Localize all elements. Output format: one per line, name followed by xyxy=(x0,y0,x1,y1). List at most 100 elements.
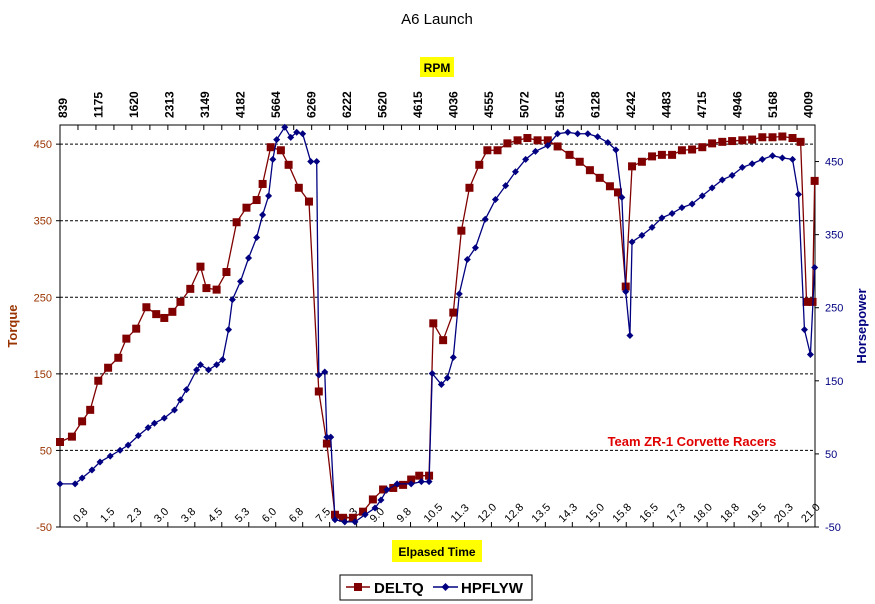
hpflyw-point xyxy=(688,200,696,208)
hpflyw-point xyxy=(481,215,489,223)
x-tick-label: 6.8 xyxy=(287,506,306,525)
x-tick-label: 15.8 xyxy=(610,501,634,525)
x2-tick-label: 4009 xyxy=(802,91,816,118)
hpflyw-point xyxy=(106,452,114,460)
x-tick-label: 4.5 xyxy=(206,506,225,525)
deltq-point xyxy=(142,303,151,312)
deltq-point xyxy=(758,133,767,142)
hpflyw-point xyxy=(219,356,227,364)
deltq-point xyxy=(67,432,76,441)
hpflyw-point xyxy=(491,196,499,204)
y-tick-label: 150 xyxy=(34,369,52,381)
hpflyw-point xyxy=(307,158,315,166)
hpflyw-point xyxy=(160,414,168,422)
deltq-point xyxy=(114,353,123,362)
hpflyw-point xyxy=(383,486,391,494)
hpflyw-point xyxy=(116,446,124,454)
hpflyw-point xyxy=(811,264,819,272)
hpflyw-point xyxy=(253,234,261,242)
x-tick-label: 17.3 xyxy=(664,501,688,525)
hpflyw-point xyxy=(544,141,552,149)
x-tick-label: 15.0 xyxy=(583,501,607,525)
y-tick-label: 50 xyxy=(40,445,52,457)
deltq-point xyxy=(628,162,637,171)
x2-tick-label: 1620 xyxy=(127,91,141,118)
hpflyw-point xyxy=(738,163,746,171)
hpflyw-point xyxy=(437,380,445,388)
x2-tick-label: 5615 xyxy=(553,91,567,118)
deltq-point xyxy=(533,136,542,145)
deltq-point xyxy=(457,226,466,235)
hpflyw-point xyxy=(471,244,479,252)
hpflyw-point xyxy=(315,371,323,379)
hpflyw-point xyxy=(56,480,64,488)
y-tick-label: 350 xyxy=(34,216,52,228)
x2-tick-label: 5168 xyxy=(766,91,780,118)
x-tick-label: 9.8 xyxy=(395,506,414,525)
deltq-point xyxy=(222,268,231,277)
deltq-point xyxy=(503,139,512,148)
hpflyw-point xyxy=(213,361,221,369)
hpflyw-point xyxy=(287,133,295,141)
deltq-point xyxy=(314,387,323,396)
y2-tick-label: -50 xyxy=(825,522,841,534)
deltq-point xyxy=(648,152,657,161)
x-tick-label: 6.0 xyxy=(260,506,279,525)
hpflyw-point xyxy=(778,154,786,162)
hpflyw-point xyxy=(417,478,425,486)
hpflyw-point xyxy=(648,223,656,231)
hpflyw-point xyxy=(594,133,602,141)
deltq-point xyxy=(475,160,484,169)
deltq-point xyxy=(389,483,398,492)
x2-tick-label: 4715 xyxy=(695,91,709,118)
deltq-point xyxy=(160,313,169,322)
deltq-point xyxy=(348,513,357,522)
hpflyw-point xyxy=(170,406,178,414)
y-tick-label: 450 xyxy=(34,139,52,151)
deltq-point xyxy=(122,334,131,343)
x2-tick-label: 4036 xyxy=(447,91,461,118)
hpflyw-point xyxy=(574,130,582,138)
hpflyw-point xyxy=(604,139,612,147)
hpflyw-point xyxy=(78,474,86,482)
deltq-point xyxy=(56,438,64,447)
hpflyw-point xyxy=(331,516,339,524)
deltq-point xyxy=(513,136,522,145)
deltq-point xyxy=(232,218,241,227)
hpflyw-point xyxy=(321,368,329,376)
x-tick-label: 16.5 xyxy=(637,501,661,525)
team-annotation: Team ZR-1 Corvette Racers xyxy=(608,434,777,449)
x2-tick-label: 5072 xyxy=(518,91,532,118)
x2-tick-label: 6222 xyxy=(340,91,354,118)
x2-tick-label: 4242 xyxy=(624,91,638,118)
hpflyw-point xyxy=(564,128,572,136)
hpflyw-point xyxy=(584,130,592,138)
hpflyw-point xyxy=(273,136,281,144)
hpflyw-point xyxy=(323,433,331,441)
hpflyw-point xyxy=(269,155,277,163)
hpflyw-point xyxy=(259,211,267,219)
deltq-point xyxy=(553,142,562,151)
hpflyw-point xyxy=(769,152,777,160)
hpflyw-point xyxy=(228,296,236,304)
deltq-point xyxy=(449,308,458,317)
deltq-point xyxy=(810,176,819,185)
deltq-point xyxy=(778,132,787,141)
deltq-point xyxy=(523,134,532,143)
hpflyw-point xyxy=(377,496,385,504)
deltq-point xyxy=(637,157,646,166)
hpflyw-point xyxy=(361,511,369,519)
deltq-point xyxy=(788,134,797,143)
hpflyw-point xyxy=(299,130,307,138)
x2-tick-label: 1175 xyxy=(92,92,106,118)
deltq-point xyxy=(132,324,141,333)
hpflyw-point xyxy=(794,190,802,198)
x2-tick-label: 4946 xyxy=(731,91,745,118)
x-tick-label: 11.3 xyxy=(449,502,472,525)
deltq-point xyxy=(565,150,574,159)
deltq-point xyxy=(86,405,95,414)
deltq-point xyxy=(796,137,805,146)
x-tick-label: 2.3 xyxy=(125,506,144,525)
x2-tick-label: 839 xyxy=(56,98,70,118)
